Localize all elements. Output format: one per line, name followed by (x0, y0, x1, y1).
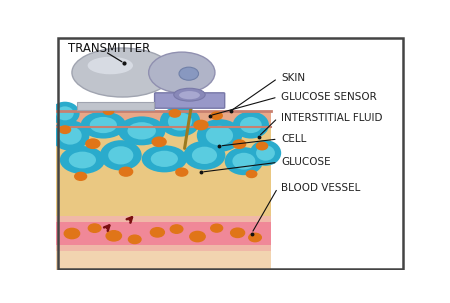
Bar (77, 102, 154, 110)
Ellipse shape (148, 52, 215, 93)
Circle shape (75, 172, 86, 180)
Text: SKIN: SKIN (281, 73, 305, 83)
Ellipse shape (179, 91, 200, 99)
Circle shape (230, 228, 245, 238)
FancyBboxPatch shape (155, 93, 225, 108)
Circle shape (119, 167, 133, 176)
Ellipse shape (250, 140, 281, 166)
Circle shape (170, 225, 183, 233)
Text: CELL: CELL (281, 134, 306, 144)
Circle shape (86, 139, 100, 148)
Ellipse shape (69, 152, 96, 168)
Ellipse shape (90, 117, 117, 133)
Ellipse shape (225, 147, 263, 175)
Circle shape (59, 126, 71, 133)
Ellipse shape (174, 88, 205, 101)
Circle shape (233, 140, 246, 148)
Ellipse shape (51, 120, 90, 151)
Ellipse shape (58, 126, 82, 145)
Circle shape (150, 228, 164, 237)
Ellipse shape (184, 141, 225, 170)
Ellipse shape (88, 57, 133, 74)
Ellipse shape (232, 153, 256, 170)
Ellipse shape (100, 140, 142, 171)
Text: INTERSTITIAL FLUID: INTERSTITIAL FLUID (281, 113, 382, 123)
Ellipse shape (160, 106, 200, 137)
Ellipse shape (56, 106, 74, 120)
Ellipse shape (240, 117, 262, 133)
Bar (56, 127, 271, 216)
Ellipse shape (60, 146, 105, 174)
Text: TRANSMITTER: TRANSMITTER (68, 42, 151, 55)
Ellipse shape (50, 102, 80, 125)
Circle shape (256, 142, 268, 150)
Ellipse shape (72, 48, 173, 97)
Text: GLUCOSE: GLUCOSE (281, 157, 331, 167)
Bar (56, 245, 271, 251)
Circle shape (211, 112, 222, 119)
Circle shape (128, 235, 141, 244)
Circle shape (190, 231, 205, 242)
Ellipse shape (127, 122, 156, 139)
Ellipse shape (108, 146, 133, 165)
Circle shape (104, 108, 114, 115)
Ellipse shape (168, 112, 192, 131)
Bar (56, 216, 271, 222)
Circle shape (106, 231, 122, 241)
Circle shape (88, 224, 101, 232)
Circle shape (169, 110, 180, 117)
Ellipse shape (151, 151, 178, 167)
Ellipse shape (118, 116, 166, 145)
Bar (56, 222, 271, 245)
Circle shape (64, 228, 80, 239)
Circle shape (246, 171, 257, 178)
Circle shape (179, 67, 198, 80)
Circle shape (211, 224, 223, 232)
Bar (56, 251, 271, 270)
Text: BLOOD VESSEL: BLOOD VESSEL (281, 183, 360, 193)
Bar (56, 111, 271, 127)
Circle shape (176, 168, 188, 176)
Circle shape (194, 120, 208, 130)
Ellipse shape (142, 145, 187, 172)
Text: GLUCOSE SENSOR: GLUCOSE SENSOR (281, 92, 377, 102)
Circle shape (249, 233, 261, 242)
Ellipse shape (192, 147, 217, 164)
Ellipse shape (197, 119, 242, 152)
Ellipse shape (206, 126, 233, 145)
Ellipse shape (81, 112, 126, 138)
Ellipse shape (233, 112, 269, 138)
Ellipse shape (256, 145, 275, 161)
Circle shape (152, 137, 166, 146)
